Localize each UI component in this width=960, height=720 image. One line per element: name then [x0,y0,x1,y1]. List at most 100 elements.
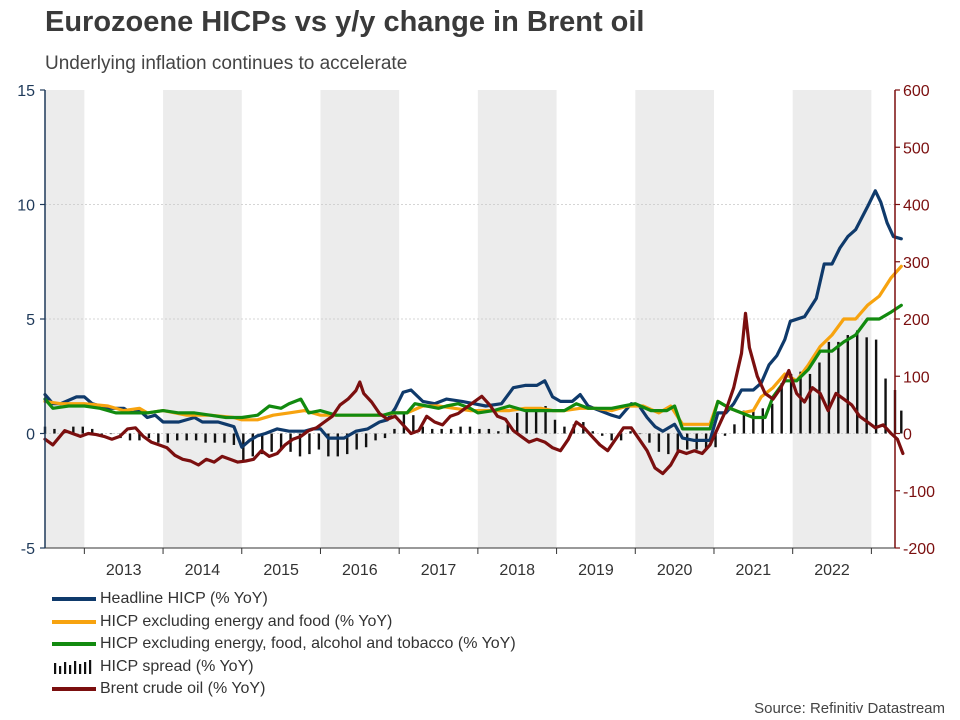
spread-bar [346,433,349,455]
spread-bar [487,428,491,434]
spread-bar [686,433,689,450]
spread-bar [223,433,226,443]
spread-bar [421,426,424,434]
spread-bar [789,373,793,434]
legend-item-supercore[interactable]: HICP excluding energy, food, alcohol and… [52,633,516,656]
spread-bar [440,428,443,434]
spread-bar [468,426,472,434]
left-axis-tick-label: 5 [26,312,35,329]
spread-bar [771,403,774,434]
x-axis-tick-label: 2018 [499,562,535,579]
spread-bar [874,339,878,434]
spread-bar [657,433,661,452]
spread-bar [327,433,330,457]
right-axis-tick-label: 100 [903,369,930,386]
spread-bar [553,419,557,434]
spread-bar [383,433,387,439]
legend-item-brent[interactable]: Brent crude oil (% YoY) [52,678,516,701]
spread-bar [157,433,160,443]
spread-bar [563,426,566,434]
series-line-headline [43,189,903,449]
spread-bar [818,362,821,434]
right-axis-tick-label: 400 [903,198,930,215]
spread-bar [81,426,84,434]
spread-bar [147,433,151,439]
right-axis-tick-label: 500 [903,140,930,157]
spread-bar [808,373,812,434]
spread-bar [431,428,434,434]
spread-bar [185,433,188,441]
source-note: Source: Refinitiv Datastream [754,700,945,717]
left-axis-tick-label: 10 [17,198,35,215]
legend-swatch-headline [52,597,96,602]
spread-bar [364,433,368,448]
spread-bar [402,412,406,434]
spread-bar [194,433,198,441]
spread-bar [204,433,207,443]
legend-swatch-spread [54,659,92,674]
left-axis-tick-label: 0 [26,427,35,444]
right-axis-tick-label: 600 [903,83,930,100]
x-axis-tick-label: 2019 [578,562,614,579]
spread-bar [723,433,727,436]
legend-label-supercore: HICP excluding energy, food, alcohol and… [100,635,516,653]
spread-bar [355,433,358,450]
spread-bar [865,337,868,434]
legend-item-spread[interactable]: HICP spread (% YoY) [52,656,516,679]
spread-bar [544,406,547,434]
year-band [320,90,400,548]
spread-bar [308,433,311,455]
series-line-brent [43,311,905,476]
spread-bar [374,433,377,441]
spread-bar [317,433,321,450]
spread-bar [752,410,755,434]
right-axis-tick-label: 0 [903,427,912,444]
spread-bar [497,431,500,434]
spread-bar [232,433,236,445]
spread-bar [176,433,179,441]
spread-bar [53,428,56,434]
spread-bar [412,415,415,434]
legend-label-spread: HICP spread (% YoY) [100,657,254,675]
x-axis-tick-label: 2021 [736,562,772,579]
right-axis-tick-label: 300 [903,255,930,272]
spread-bar [109,433,113,435]
spread-bar [601,433,604,436]
spread-bar [270,433,273,452]
spread-bar [667,433,670,455]
x-axis-tick-label: 2015 [263,562,299,579]
spread-bar [72,426,75,434]
spread-bar [128,433,132,441]
spread-bar [799,371,802,434]
spread-bar [534,410,538,434]
spread-bar [393,428,396,434]
spread-bar [619,433,623,441]
spread-bar [166,433,169,443]
spread-bar [506,424,509,434]
spread-bar [478,428,481,434]
spread-bar [648,433,651,443]
left-axis-tick-label: 15 [17,83,35,100]
spread-bar [591,431,594,434]
right-axis-tick-label: -100 [903,484,935,501]
chart-subtitle: Underlying inflation continues to accele… [45,53,408,74]
spread-bar [336,433,339,457]
x-axis-tick-label: 2022 [814,562,850,579]
x-axis-tick-label: 2014 [185,562,221,579]
legend: Headline HICP (% YoY) HICP excluding ene… [52,588,516,701]
x-axis-tick-label: 2017 [421,562,457,579]
axes: -5 0 5 10 15 -200 -100 0 100 200 300 400 500 600 2013 2… [17,83,935,579]
spread-bar [629,431,632,434]
spread-bar [856,330,859,434]
legend-item-headline[interactable]: Headline HICP (% YoY) [52,588,516,611]
right-axis-tick-label: -200 [903,541,935,558]
spread-bar [761,408,764,434]
legend-label-headline: Headline HICP (% YoY) [100,590,268,608]
spread-bar [780,383,783,434]
right-axis-tick-label: 200 [903,312,930,329]
legend-item-core[interactable]: HICP excluding energy and food (% YoY) [52,611,516,634]
spread-bar [610,433,613,441]
spread-bar [279,433,283,450]
spread-bar [213,433,217,443]
legend-label-core: HICP excluding energy and food (% YoY) [100,612,393,630]
